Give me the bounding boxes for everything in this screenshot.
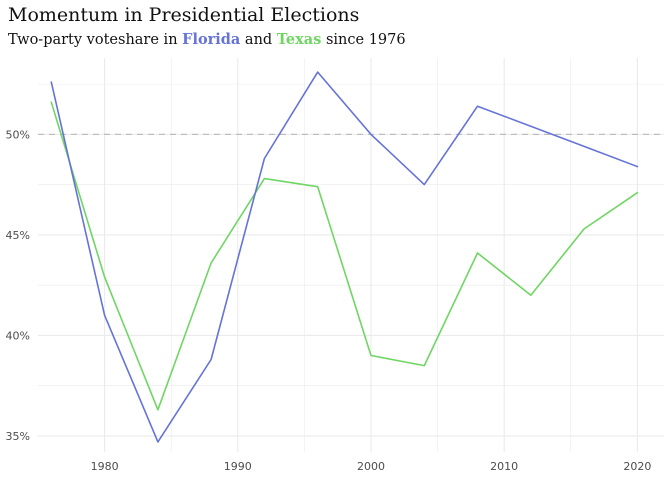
grid	[38, 58, 664, 452]
chart-subtitle: Two-party voteshare in Florida and Texas…	[8, 31, 406, 48]
y-tick-label: 50%	[6, 128, 30, 141]
x-tick-label: 2020	[623, 460, 651, 473]
subtitle-prefix: Two-party voteshare in	[8, 32, 183, 48]
y-tick-label: 45%	[6, 229, 30, 242]
series-line-texas	[50, 101, 639, 411]
y-tick-label: 40%	[6, 329, 30, 342]
subtitle-florida: Florida	[182, 31, 241, 48]
chart-title: Momentum in Presidential Elections	[8, 4, 360, 26]
subtitle-middle: and	[240, 32, 277, 48]
series-lines	[50, 71, 639, 443]
y-tick-label: 35%	[6, 430, 30, 443]
subtitle-suffix: since 1976	[321, 32, 406, 48]
series-line-florida	[50, 71, 639, 443]
x-tick-label: 1990	[224, 460, 252, 473]
x-tick-label: 2010	[490, 460, 518, 473]
subtitle-texas: Texas	[276, 31, 322, 48]
x-tick-label: 1980	[91, 460, 119, 473]
x-tick-label: 2000	[357, 460, 385, 473]
axis-labels: 1980 1990 2000 2010 2020 35% 40% 45% 50%	[6, 128, 652, 473]
